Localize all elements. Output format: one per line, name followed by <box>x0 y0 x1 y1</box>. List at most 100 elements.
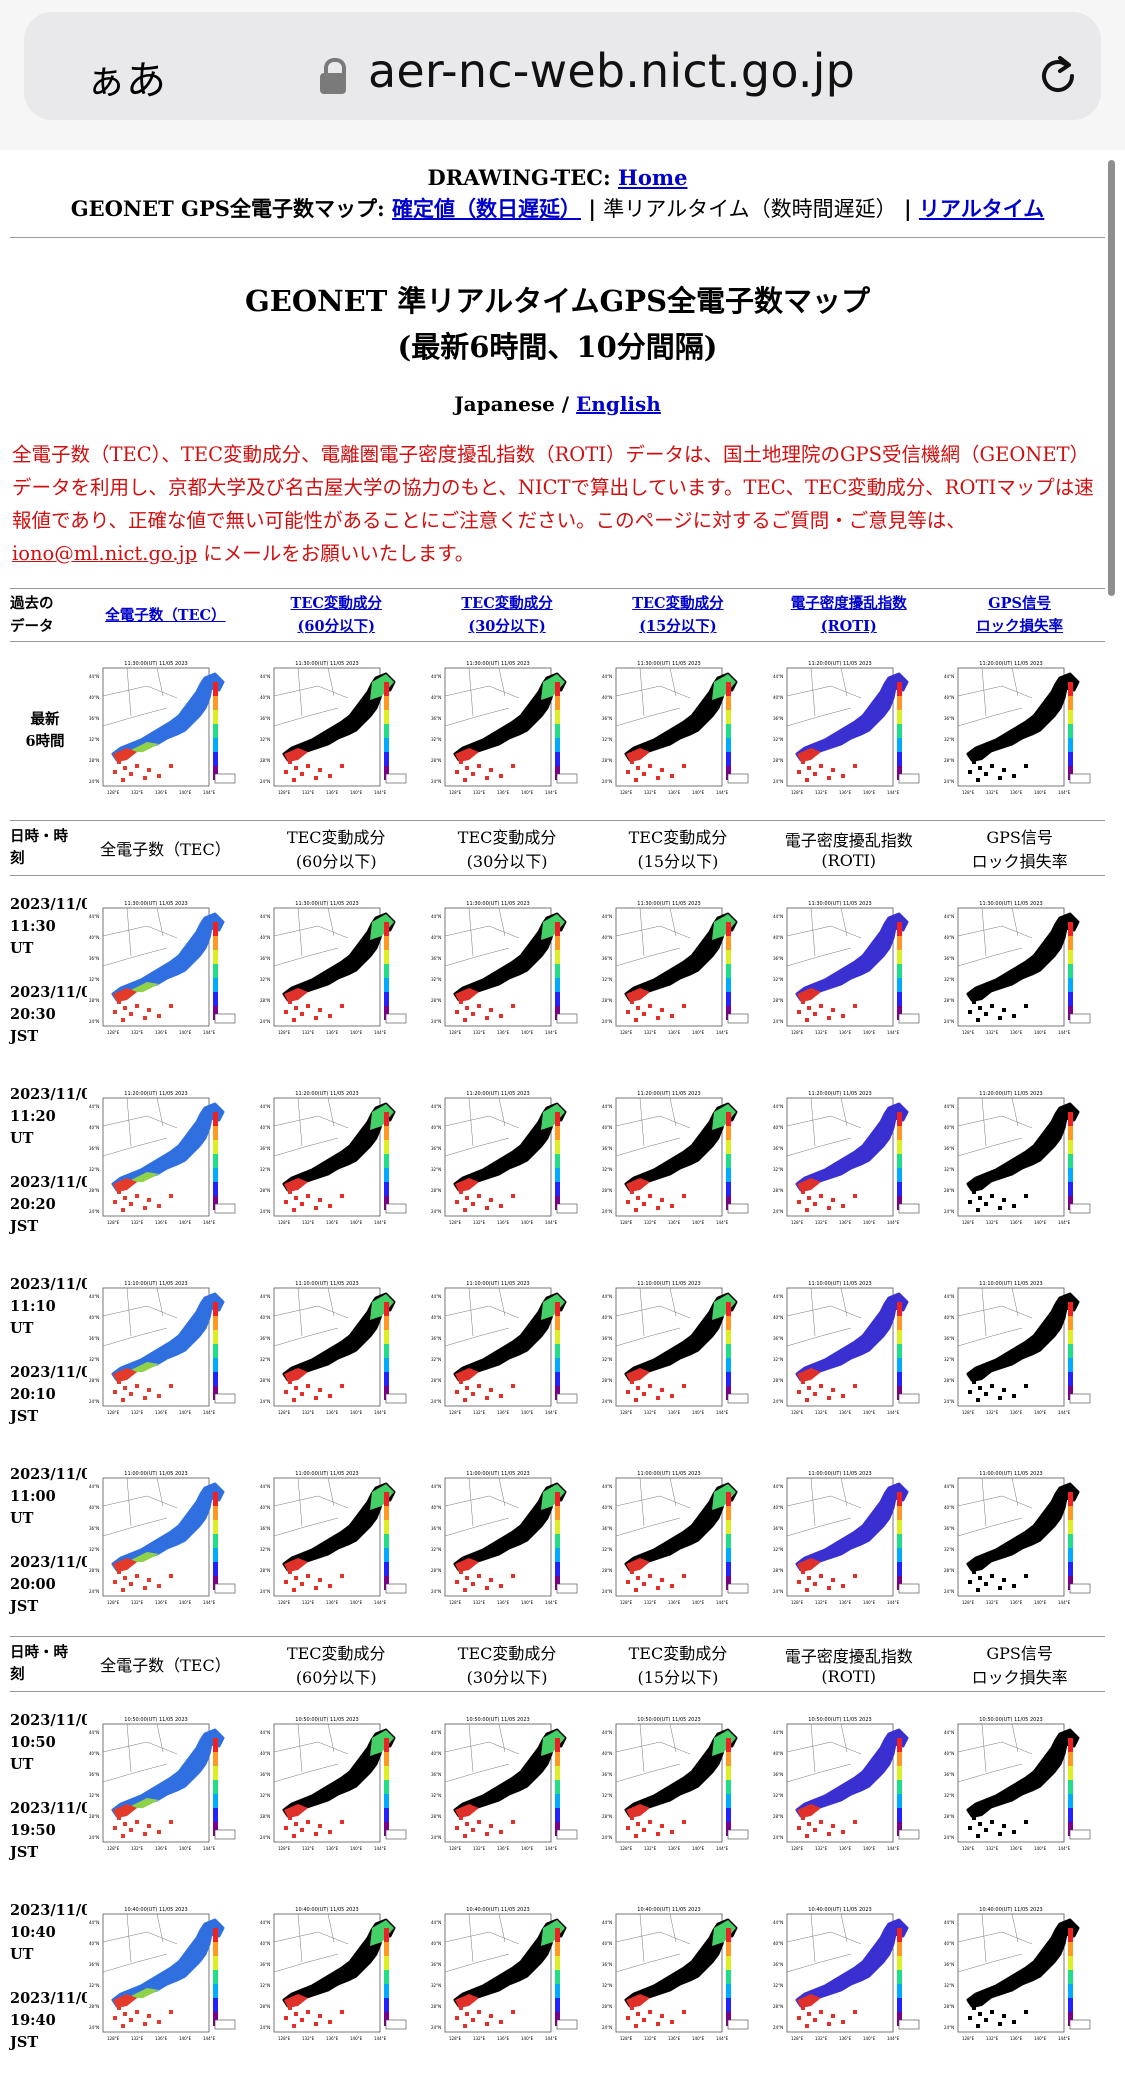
column-header-3[interactable]: TEC変動成分 (15分以下) <box>592 588 764 642</box>
tec-map-image[interactable]: 11:20:00(UT) 11/05 2023 44°N 40°N 36°N 32°N 2… <box>770 1086 927 1236</box>
tec-map-image[interactable]: 10:50:00(UT) 11/05 2023 44°N 40°N 36°N 32°N 2… <box>258 1712 415 1862</box>
map-cell[interactable]: 11:30:00(UT) 11/05 2023 44°N 40°N 36°N 32°N 2… <box>934 876 1105 1067</box>
map-cell[interactable]: 10:40:00(UT) 11/05 2023 44°N 40°N 36°N 32°N 2… <box>422 1882 593 2072</box>
page-scrollbar[interactable] <box>1108 160 1115 596</box>
tec-map-image[interactable]: 11:20:00(UT) 11/05 2023 44°N 40°N 36°N 32°N 2… <box>941 656 1098 806</box>
map-cell[interactable]: 11:10:00(UT) 11/05 2023 44°N 40°N 36°N 32°N 2… <box>763 1256 934 1446</box>
map-cell[interactable]: 11:10:00(UT) 11/05 2023 44°N 40°N 36°N 32°N 2… <box>251 1256 422 1446</box>
column-header-2-link[interactable]: (30分以下) <box>468 618 546 635</box>
column-header-1-link[interactable]: TEC変動成分 <box>290 595 382 612</box>
map-cell[interactable]: 11:30:00(UT) 11/05 2023 44°N 40°N 36°N 32°N 2… <box>251 876 422 1067</box>
column-header-1-link[interactable]: (60分以下) <box>297 618 375 635</box>
tec-map-image[interactable]: 11:30:00(UT) 11/05 2023 44°N 40°N 36°N 32°N 2… <box>599 896 756 1046</box>
map-cell[interactable]: 11:20:00(UT) 11/05 2023 44°N 40°N 36°N 32°N 2… <box>592 1066 763 1256</box>
column-header-5-link[interactable]: ロック損失率 <box>976 618 1064 635</box>
tec-map-image[interactable]: 11:30:00(UT) 11/05 2023 44°N 40°N 36°N 32°N 2… <box>258 656 415 806</box>
map-cell[interactable]: 10:50:00(UT) 11/05 2023 44°N 40°N 36°N 32°N 2… <box>251 1692 422 1883</box>
tec-map-image[interactable]: 11:00:00(UT) 11/05 2023 44°N 40°N 36°N 32°N 2… <box>770 1466 927 1616</box>
tec-map-image[interactable]: 11:10:00(UT) 11/05 2023 44°N 40°N 36°N 32°N 2… <box>429 1276 586 1426</box>
tec-map-image[interactable]: 11:30:00(UT) 11/05 2023 44°N 40°N 36°N 32°N 2… <box>87 896 244 1046</box>
tec-map-image[interactable]: 11:30:00(UT) 11/05 2023 44°N 40°N 36°N 32°N 2… <box>941 896 1098 1046</box>
map-cell[interactable]: 11:20:00(UT) 11/05 2023 44°N 40°N 36°N 32°N 2… <box>422 1066 593 1256</box>
tec-map-image[interactable]: 11:30:00(UT) 11/05 2023 44°N 40°N 36°N 32°N 2… <box>599 656 756 806</box>
tec-map-image[interactable]: 10:40:00(UT) 11/05 2023 44°N 40°N 36°N 32°N 2… <box>941 1902 1098 2052</box>
map-cell[interactable]: 11:20:00(UT) 11/05 2023 44°N 40°N 36°N 32°N 2… <box>80 1066 251 1256</box>
text-size-button[interactable]: ぁあ <box>86 58 166 104</box>
tec-map-image[interactable]: 11:00:00(UT) 11/05 2023 44°N 40°N 36°N 32°N 2… <box>941 1466 1098 1616</box>
map-cell[interactable]: 11:10:00(UT) 11/05 2023 44°N 40°N 36°N 32°N 2… <box>592 1256 763 1446</box>
column-header-4[interactable]: 電子密度擾乱指数 (ROTI) <box>763 588 935 642</box>
column-header-2[interactable]: TEC変動成分 (30分以下) <box>421 588 593 642</box>
map-cell[interactable]: 10:40:00(UT) 11/05 2023 44°N 40°N 36°N 32°N 2… <box>251 1882 422 2072</box>
latest-map-cell[interactable]: 11:30:00(UT) 11/05 2023 44°N 40°N 36°N 32°N 2… <box>421 641 593 821</box>
tec-map-image[interactable]: 11:20:00(UT) 11/05 2023 44°N 40°N 36°N 32°N 2… <box>770 656 927 806</box>
column-header-3-link[interactable]: (15分以下) <box>639 618 717 635</box>
tec-map-image[interactable]: 11:10:00(UT) 11/05 2023 44°N 40°N 36°N 32°N 2… <box>258 1276 415 1426</box>
tec-map-image[interactable]: 11:30:00(UT) 11/05 2023 44°N 40°N 36°N 32°N 2… <box>258 896 415 1046</box>
tec-map-image[interactable]: 11:00:00(UT) 11/05 2023 44°N 40°N 36°N 32°N 2… <box>258 1466 415 1616</box>
map-cell[interactable]: 10:50:00(UT) 11/05 2023 44°N 40°N 36°N 32°N 2… <box>763 1692 934 1883</box>
tec-map-image[interactable]: 11:20:00(UT) 11/05 2023 44°N 40°N 36°N 32°N 2… <box>941 1086 1098 1236</box>
address-bar[interactable]: ぁあ aer-nc-web.nict.go.jp <box>24 12 1101 120</box>
tec-map-image[interactable]: 11:10:00(UT) 11/05 2023 44°N 40°N 36°N 32°N 2… <box>941 1276 1098 1426</box>
column-header-5-link[interactable]: GPS信号 <box>988 595 1051 612</box>
map-cell[interactable]: 11:20:00(UT) 11/05 2023 44°N 40°N 36°N 32°N 2… <box>934 1066 1105 1256</box>
map-cell[interactable]: 10:50:00(UT) 11/05 2023 44°N 40°N 36°N 32°N 2… <box>80 1692 251 1883</box>
tec-map-image[interactable]: 10:50:00(UT) 11/05 2023 44°N 40°N 36°N 32°N 2… <box>87 1712 244 1862</box>
map-cell[interactable]: 10:40:00(UT) 11/05 2023 44°N 40°N 36°N 32°N 2… <box>592 1882 763 2072</box>
map-cell[interactable]: 10:50:00(UT) 11/05 2023 44°N 40°N 36°N 32°N 2… <box>934 1692 1105 1883</box>
column-header-0-link[interactable]: 全電子数（TEC） <box>105 606 226 624</box>
map-cell[interactable]: 11:00:00(UT) 11/05 2023 44°N 40°N 36°N 32°N 2… <box>934 1446 1105 1637</box>
tec-map-image[interactable]: 10:50:00(UT) 11/05 2023 44°N 40°N 36°N 32°N 2… <box>941 1712 1098 1862</box>
latest-map-cell[interactable]: 11:30:00(UT) 11/05 2023 44°N 40°N 36°N 32°N 2… <box>250 641 422 821</box>
tec-map-image[interactable]: 10:40:00(UT) 11/05 2023 44°N 40°N 36°N 32°N 2… <box>770 1902 927 2052</box>
home-link[interactable]: Home <box>618 165 688 190</box>
map-cell[interactable]: 11:00:00(UT) 11/05 2023 44°N 40°N 36°N 32°N 2… <box>251 1446 422 1637</box>
tec-map-image[interactable]: 11:20:00(UT) 11/05 2023 44°N 40°N 36°N 32°N 2… <box>429 1086 586 1236</box>
tec-map-image[interactable]: 11:20:00(UT) 11/05 2023 44°N 40°N 36°N 32°N 2… <box>87 1086 244 1236</box>
column-header-3-link[interactable]: TEC変動成分 <box>632 595 724 612</box>
map-cell[interactable]: 11:10:00(UT) 11/05 2023 44°N 40°N 36°N 32°N 2… <box>934 1256 1105 1446</box>
map-cell[interactable]: 11:20:00(UT) 11/05 2023 44°N 40°N 36°N 32°N 2… <box>251 1066 422 1256</box>
tec-map-image[interactable]: 11:20:00(UT) 11/05 2023 44°N 40°N 36°N 32°N 2… <box>599 1086 756 1236</box>
tec-map-image[interactable]: 11:00:00(UT) 11/05 2023 44°N 40°N 36°N 32°N 2… <box>599 1466 756 1616</box>
map-cell[interactable]: 10:40:00(UT) 11/05 2023 44°N 40°N 36°N 32°N 2… <box>763 1882 934 2072</box>
map-cell[interactable]: 11:00:00(UT) 11/05 2023 44°N 40°N 36°N 32°N 2… <box>422 1446 593 1637</box>
column-header-4-link[interactable]: (ROTI) <box>820 618 877 635</box>
tec-map-image[interactable]: 10:50:00(UT) 11/05 2023 44°N 40°N 36°N 32°N 2… <box>770 1712 927 1862</box>
tec-map-image[interactable]: 10:40:00(UT) 11/05 2023 44°N 40°N 36°N 32°N 2… <box>599 1902 756 2052</box>
map-cell[interactable]: 11:10:00(UT) 11/05 2023 44°N 40°N 36°N 32°N 2… <box>422 1256 593 1446</box>
tec-map-image[interactable]: 10:40:00(UT) 11/05 2023 44°N 40°N 36°N 32°N 2… <box>258 1902 415 2052</box>
column-header-1[interactable]: TEC変動成分 (60分以下) <box>250 588 422 642</box>
map-cell[interactable]: 11:30:00(UT) 11/05 2023 44°N 40°N 36°N 32°N 2… <box>80 876 251 1067</box>
column-header-2-link[interactable]: TEC変動成分 <box>461 595 553 612</box>
tec-map-image[interactable]: 10:40:00(UT) 11/05 2023 44°N 40°N 36°N 32°N 2… <box>429 1902 586 2052</box>
tec-map-image[interactable]: 11:10:00(UT) 11/05 2023 44°N 40°N 36°N 32°N 2… <box>87 1276 244 1426</box>
english-link[interactable]: English <box>576 392 661 416</box>
tec-map-image[interactable]: 11:10:00(UT) 11/05 2023 44°N 40°N 36°N 32°N 2… <box>599 1276 756 1426</box>
tec-map-image[interactable]: 10:50:00(UT) 11/05 2023 44°N 40°N 36°N 32°N 2… <box>429 1712 586 1862</box>
column-header-5[interactable]: GPS信号ロック損失率 <box>934 588 1105 642</box>
map-cell[interactable]: 11:30:00(UT) 11/05 2023 44°N 40°N 36°N 32°N 2… <box>592 876 763 1067</box>
url-text[interactable]: aer-nc-web.nict.go.jp <box>368 44 856 98</box>
map-cell[interactable]: 10:40:00(UT) 11/05 2023 44°N 40°N 36°N 32°N 2… <box>934 1882 1105 2072</box>
map-cell[interactable]: 11:20:00(UT) 11/05 2023 44°N 40°N 36°N 32°N 2… <box>763 1066 934 1256</box>
tec-map-image[interactable]: 11:30:00(UT) 11/05 2023 44°N 40°N 36°N 32°N 2… <box>87 656 244 806</box>
tec-map-image[interactable]: 11:30:00(UT) 11/05 2023 44°N 40°N 36°N 32°N 2… <box>429 656 586 806</box>
column-header-0[interactable]: 全電子数（TEC） <box>80 588 251 642</box>
reload-icon[interactable] <box>1034 52 1082 100</box>
tec-map-image[interactable]: 11:00:00(UT) 11/05 2023 44°N 40°N 36°N 32°N 2… <box>87 1466 244 1616</box>
tec-map-image[interactable]: 11:30:00(UT) 11/05 2023 44°N 40°N 36°N 32°N 2… <box>429 896 586 1046</box>
map-cell[interactable]: 11:30:00(UT) 11/05 2023 44°N 40°N 36°N 32°N 2… <box>763 876 934 1067</box>
column-header-4-link[interactable]: 電子密度擾乱指数 <box>790 595 907 612</box>
map-cell[interactable]: 10:40:00(UT) 11/05 2023 44°N 40°N 36°N 32°N 2… <box>80 1882 251 2072</box>
latest-map-cell[interactable]: 11:30:00(UT) 11/05 2023 44°N 40°N 36°N 32°N 2… <box>592 641 764 821</box>
latest-map-cell[interactable]: 11:20:00(UT) 11/05 2023 44°N 40°N 36°N 32°N 2… <box>763 641 935 821</box>
latest-map-cell[interactable]: 11:30:00(UT) 11/05 2023 44°N 40°N 36°N 32°N 2… <box>80 641 251 821</box>
email-link[interactable]: iono@ml.nict.go.jp <box>12 542 198 565</box>
map-cell[interactable]: 11:30:00(UT) 11/05 2023 44°N 40°N 36°N 32°N 2… <box>422 876 593 1067</box>
tec-map-image[interactable]: 10:40:00(UT) 11/05 2023 44°N 40°N 36°N 32°N 2… <box>87 1902 244 2052</box>
tec-map-image[interactable]: 10:50:00(UT) 11/05 2023 44°N 40°N 36°N 32°N 2… <box>599 1712 756 1862</box>
tec-map-image[interactable]: 11:30:00(UT) 11/05 2023 44°N 40°N 36°N 32°N 2… <box>770 896 927 1046</box>
tec-map-image[interactable]: 11:00:00(UT) 11/05 2023 44°N 40°N 36°N 32°N 2… <box>429 1466 586 1616</box>
